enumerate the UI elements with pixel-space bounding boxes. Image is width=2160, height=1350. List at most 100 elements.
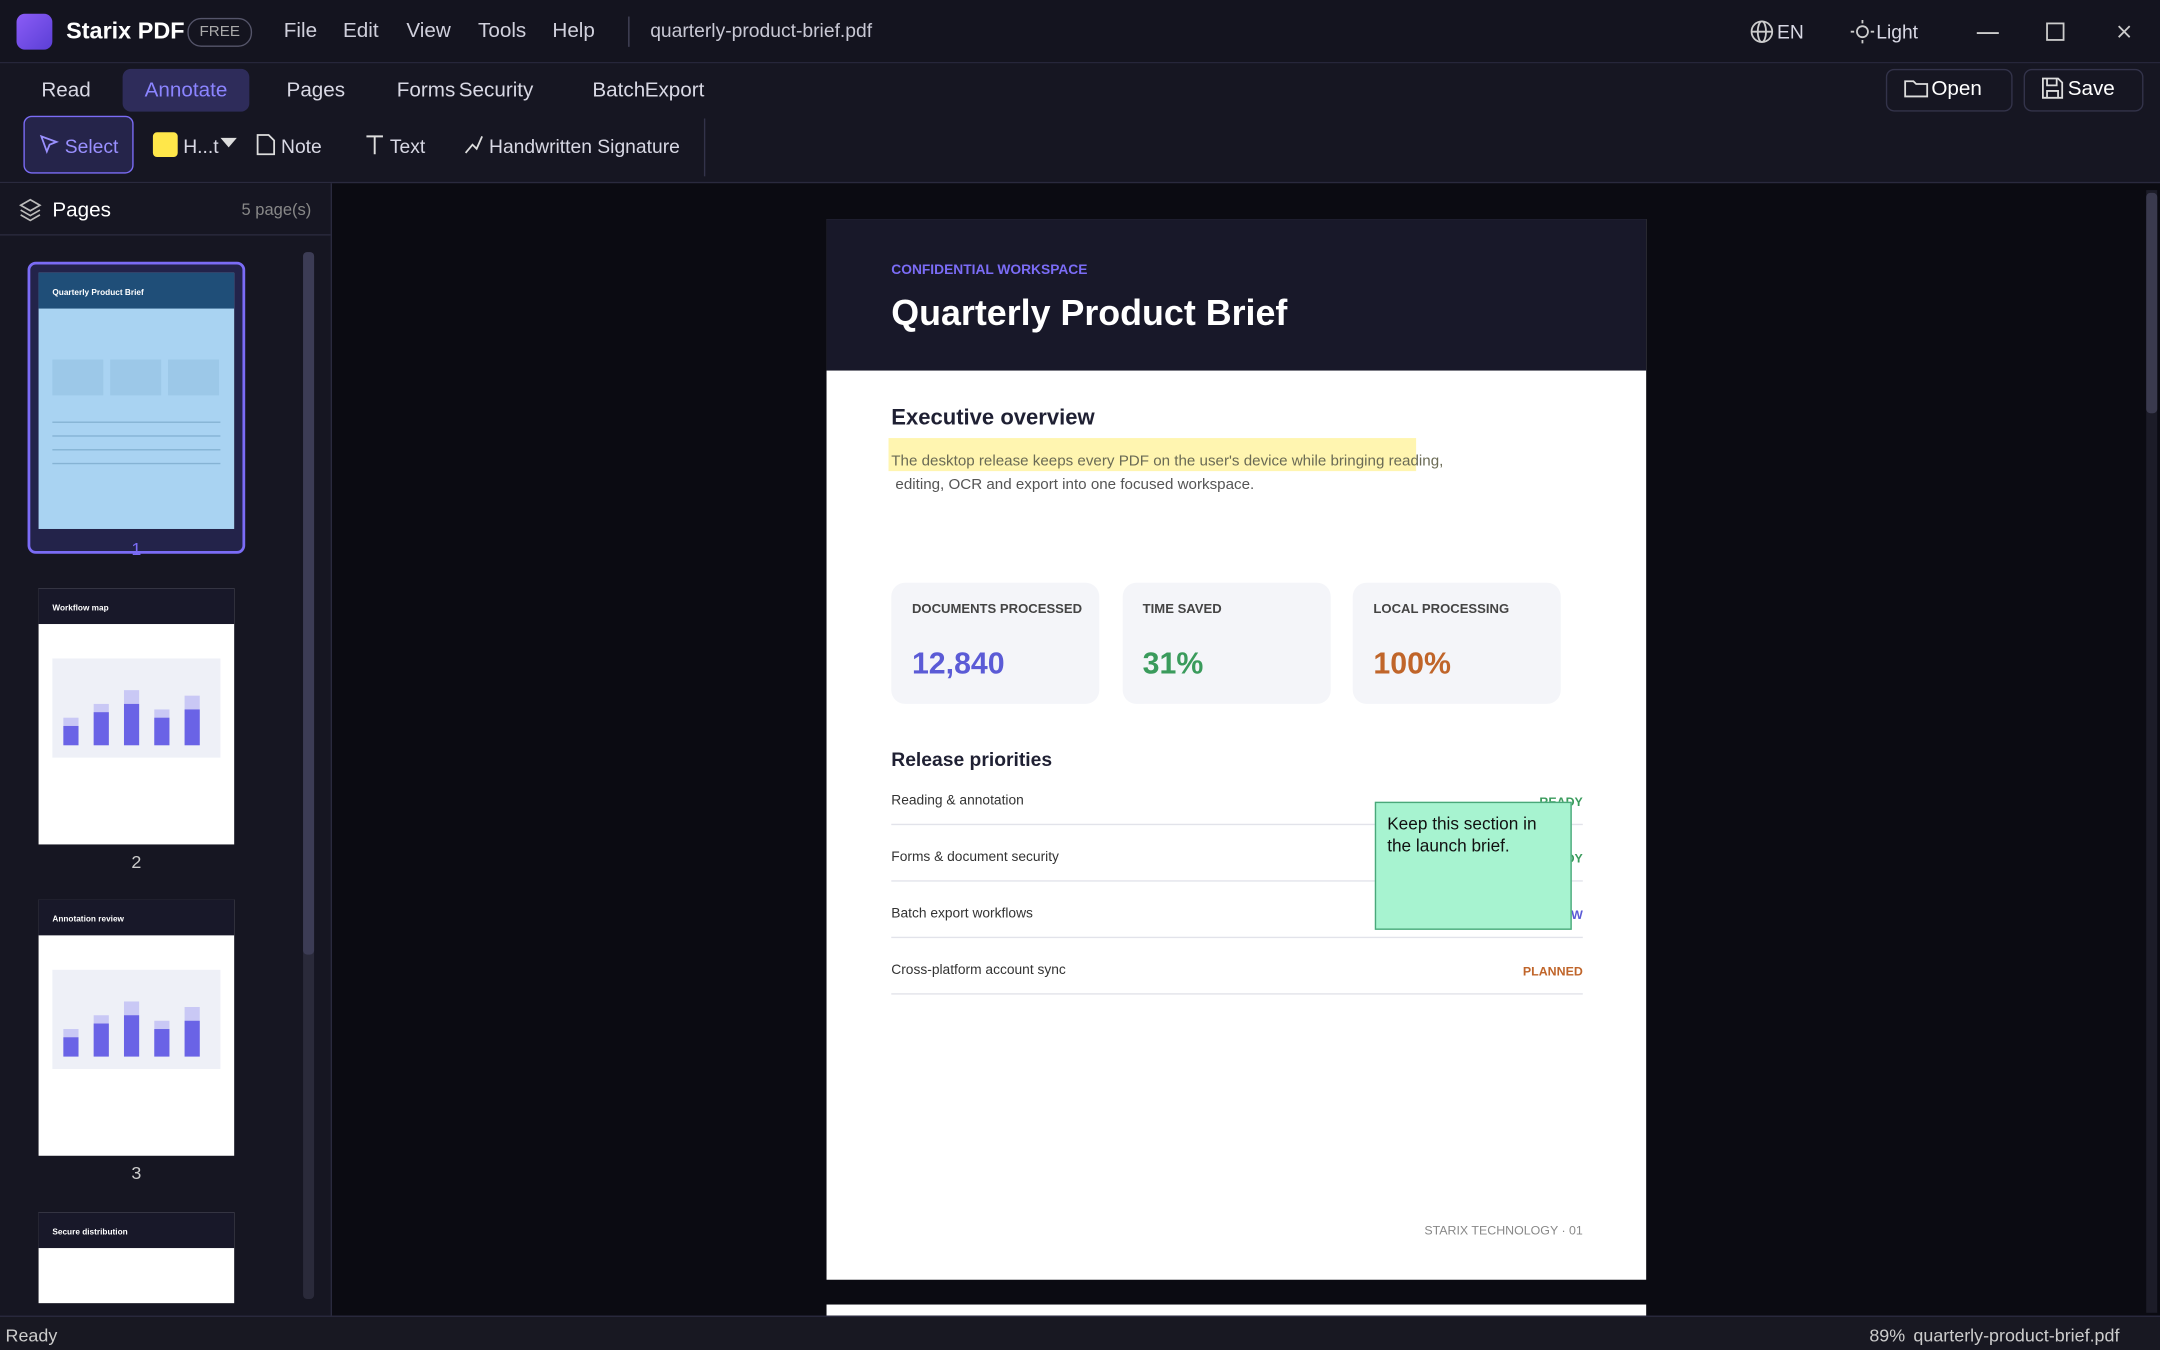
thumbnail-title: Workflow map	[52, 604, 109, 614]
thumbnail-bar	[154, 1029, 170, 1057]
thumbnail-title: Secure distribution	[52, 1228, 128, 1238]
main-scroll-thumb[interactable]	[2146, 192, 2158, 414]
stat-card	[1122, 582, 1331, 704]
tab[interactable]: Export	[644, 78, 705, 102]
page-count: 5 page(s)	[241, 199, 312, 220]
stat-label: LOCAL PROCESSING	[1373, 601, 1510, 618]
tab[interactable]: Forms	[396, 78, 456, 102]
main-scrollbar	[2146, 190, 2158, 1313]
signature-tool[interactable]: Handwritten Signature	[489, 134, 680, 158]
app-logo	[16, 13, 53, 50]
thumbnail-bar	[184, 709, 200, 746]
thumbnail-bar	[184, 1020, 200, 1057]
row-divider	[891, 880, 1583, 882]
save-icon	[2042, 77, 2064, 99]
thumbnail-header	[38, 899, 235, 936]
note-tool[interactable]: Note	[281, 134, 322, 158]
thumbnail-header	[38, 272, 235, 309]
open-button[interactable]	[1885, 68, 2013, 112]
pdf-page	[826, 219, 1647, 1280]
text-tool[interactable]: Text	[389, 134, 426, 158]
section-heading: Release priorities	[891, 748, 1053, 771]
next-page	[826, 1304, 1647, 1319]
open-label: Open	[1931, 77, 1982, 101]
theme-toggle[interactable]: Light	[1876, 20, 1919, 43]
layers-icon	[18, 198, 42, 222]
thumbnail-bar	[63, 1037, 79, 1057]
row-divider	[891, 936, 1583, 939]
eyebrow: CONFIDENTIAL WORKSPACE	[891, 263, 1088, 279]
thumbnail-bar	[63, 725, 79, 746]
stat-value: 31%	[1142, 646, 1204, 681]
select-tool[interactable]	[23, 115, 134, 174]
menu-item[interactable]: File	[283, 19, 318, 43]
page-footer: STARIX TECHNOLOGY · 01	[1424, 1223, 1583, 1238]
active-tab-bg	[122, 68, 250, 112]
priority-name: Reading & annotation	[891, 793, 1024, 809]
sidebar-title: Pages	[52, 198, 111, 222]
separator	[703, 118, 706, 177]
ribbon	[0, 63, 2160, 184]
thumbnail-row	[52, 462, 221, 465]
thumbnail-bar	[93, 1023, 109, 1057]
row-divider	[891, 993, 1583, 995]
signature-icon	[464, 136, 483, 154]
sidebar-scroll-thumb[interactable]	[303, 252, 315, 955]
save-label: Save	[2067, 77, 2115, 101]
note-text: Keep this section in the launch brief.	[1387, 814, 1537, 856]
thumbnail-number: 1	[131, 538, 142, 560]
stat-value: 100%	[1373, 646, 1451, 681]
note-icon	[256, 134, 276, 156]
tab[interactable]: Annotate	[144, 78, 228, 102]
thumbnail[interactable]	[38, 272, 235, 529]
priority-name: Forms & document security	[891, 849, 1059, 866]
highlight-tool[interactable]: H...t	[183, 134, 219, 158]
tab[interactable]: Read	[41, 78, 91, 102]
sun-icon	[1850, 19, 1875, 44]
tab[interactable]: Pages	[286, 78, 346, 102]
file-name: quarterly-product-brief.pdf	[650, 19, 873, 42]
thumbnail-row	[52, 421, 221, 423]
zoom-level: 89%	[1869, 1325, 1906, 1346]
priority-status: PLANNED	[1522, 964, 1583, 979]
thumbnail-card	[168, 359, 220, 396]
title-bar	[0, 0, 2160, 64]
stat-label: TIME SAVED	[1142, 601, 1222, 618]
thumbnail-bar	[123, 1015, 140, 1057]
app-name: Starix PDF	[66, 17, 185, 45]
thumbnail-row	[52, 435, 221, 437]
tab[interactable]: Batch	[592, 78, 646, 102]
save-button[interactable]	[2023, 68, 2144, 112]
highlight-annotation[interactable]	[888, 438, 1417, 472]
status-text: Ready	[5, 1325, 58, 1346]
page-header	[826, 219, 1647, 371]
language-toggle[interactable]: EN	[1777, 20, 1804, 43]
menu-item[interactable]: Tools	[478, 19, 527, 43]
section-heading: Executive overview	[891, 406, 1095, 430]
stat-card	[1352, 582, 1561, 704]
stat-label: DOCUMENTS PROCESSED	[911, 601, 1083, 618]
thumbnail-number: 3	[131, 1162, 142, 1184]
tab[interactable]: Security	[458, 78, 534, 102]
window-controls[interactable]	[1974, 19, 2139, 44]
globe-icon	[1750, 20, 1774, 43]
status-file: quarterly-product-brief.pdf	[1913, 1325, 2120, 1346]
thumbnail-title: Annotation review	[52, 916, 125, 925]
menu-item[interactable]: View	[406, 19, 451, 43]
thumbnail-header	[38, 588, 235, 625]
paragraph-line: editing, OCR and export into one focused…	[895, 476, 1255, 494]
menu-item[interactable]: Help	[552, 19, 595, 43]
thumbnail-title: Quarterly Product Brief	[52, 289, 144, 298]
status-bar	[0, 1315, 2160, 1350]
cursor-icon	[39, 134, 59, 155]
plan-badge: FREE	[187, 17, 253, 47]
highlight-color[interactable]	[152, 132, 178, 158]
dropdown-arrow[interactable]	[220, 137, 237, 149]
thumbnail-row	[52, 449, 221, 451]
menu-item[interactable]: Edit	[343, 19, 379, 43]
thumbnail-bar	[154, 717, 170, 746]
priority-name: Cross-platform account sync	[891, 962, 1066, 979]
sticky-note[interactable]	[1374, 801, 1572, 930]
thumbnail-number: 2	[131, 851, 142, 872]
